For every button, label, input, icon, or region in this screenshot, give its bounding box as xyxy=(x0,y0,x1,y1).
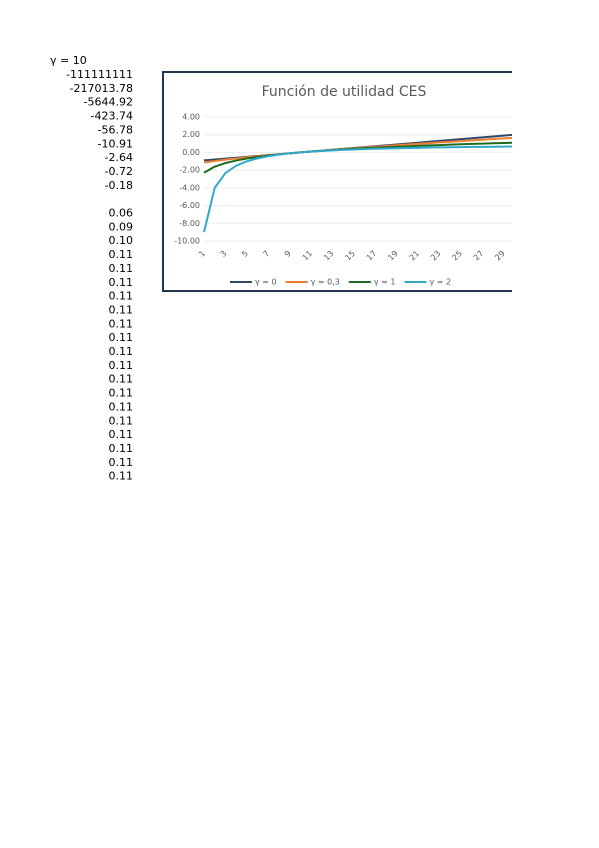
x-tick-label: 3 xyxy=(219,249,229,259)
cell: 0.09 xyxy=(109,220,134,233)
legend-label: γ = 0,3 xyxy=(311,278,340,287)
legend-label: γ = 1 xyxy=(374,278,396,287)
legend-label: γ = 0 xyxy=(255,278,277,287)
cell: -5644.92 xyxy=(84,96,133,109)
cell: 0.11 xyxy=(109,276,134,289)
legend-label: γ = 2 xyxy=(430,278,452,287)
cell: 0.11 xyxy=(109,359,134,372)
column-header: γ = 10 xyxy=(50,54,87,67)
cell: 0.11 xyxy=(109,442,134,455)
x-tick-label: 5 xyxy=(240,249,250,259)
y-tick-label: -4.00 xyxy=(179,183,200,192)
cell: 0.11 xyxy=(109,345,134,358)
cell: 0.11 xyxy=(109,414,134,427)
cell: -10.91 xyxy=(98,137,133,150)
cell: 0.06 xyxy=(109,207,134,220)
cell: -111111111 xyxy=(66,68,133,81)
cell: 0.11 xyxy=(109,262,134,275)
x-tick-label: 7 xyxy=(261,249,271,259)
y-tick-label: -6.00 xyxy=(179,201,200,210)
cell: 0.11 xyxy=(109,387,134,400)
x-tick-label: 9 xyxy=(283,249,293,259)
cell: 0.11 xyxy=(109,373,134,386)
chart-title: Función de utilidad CES xyxy=(262,84,427,100)
y-tick-label: -10.00 xyxy=(174,237,200,246)
cell: 0.11 xyxy=(109,290,134,303)
cell: 0.11 xyxy=(109,470,134,483)
y-tick-label: -8.00 xyxy=(179,219,200,228)
y-tick-label: -2.00 xyxy=(179,166,200,175)
cell: 0.10 xyxy=(109,234,134,247)
cell: -217013.78 xyxy=(70,82,133,95)
cell: 0.11 xyxy=(109,428,134,441)
cell: 0.11 xyxy=(109,317,134,330)
chart-frame xyxy=(162,71,512,292)
cell: -2.64 xyxy=(105,151,133,164)
y-tick-label: 4.00 xyxy=(182,113,200,122)
cell: -0.72 xyxy=(105,165,133,178)
x-tick-label: 1 xyxy=(197,249,207,259)
cell: 0.11 xyxy=(109,456,134,469)
chart: Función de utilidad CES -10.00 -8.00 -6.00… xyxy=(162,71,512,292)
cell: -0.18 xyxy=(105,179,133,192)
cell: 0.11 xyxy=(109,303,134,316)
cell: 0.11 xyxy=(109,331,134,344)
series-line xyxy=(203,145,512,233)
cell: 0.11 xyxy=(109,248,134,261)
cell: 0.11 xyxy=(109,400,134,413)
y-tick-label: 0.00 xyxy=(182,148,200,157)
cell: -56.78 xyxy=(98,123,133,136)
cell: -423.74 xyxy=(91,110,133,123)
y-tick-label: 2.00 xyxy=(182,130,200,139)
